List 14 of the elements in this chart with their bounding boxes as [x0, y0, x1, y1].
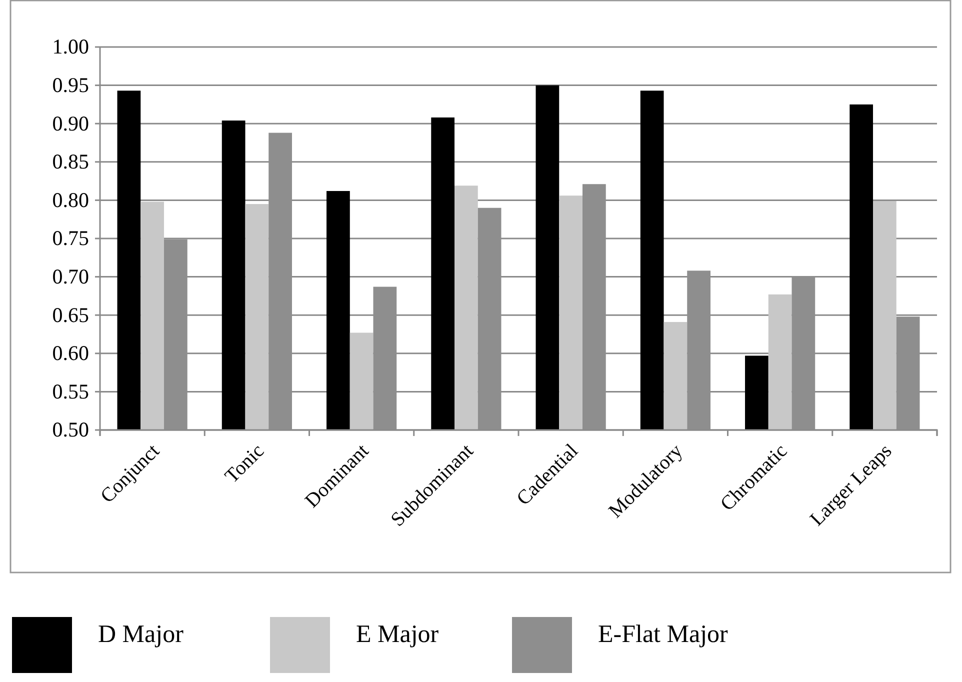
- legend-label: E Major: [356, 621, 440, 648]
- y-tick-label: 0.80: [52, 188, 89, 212]
- y-tick-label: 0.95: [52, 73, 89, 98]
- legend-label: D Major: [98, 621, 184, 648]
- y-tick-label: 0.50: [52, 418, 89, 442]
- y-tick-label: 0.60: [52, 341, 89, 366]
- y-tick-label: 1.00: [52, 34, 89, 59]
- y-tick-label: 0.85: [52, 150, 89, 174]
- y-tick-label: 0.65: [52, 302, 89, 327]
- y-tick-label: 0.90: [52, 111, 89, 136]
- y-tick-label: 0.75: [52, 226, 89, 250]
- legend-label: E-Flat Major: [598, 621, 729, 648]
- y-tick-label: 0.55: [52, 379, 89, 404]
- y-tick-label: 0.70: [52, 264, 89, 289]
